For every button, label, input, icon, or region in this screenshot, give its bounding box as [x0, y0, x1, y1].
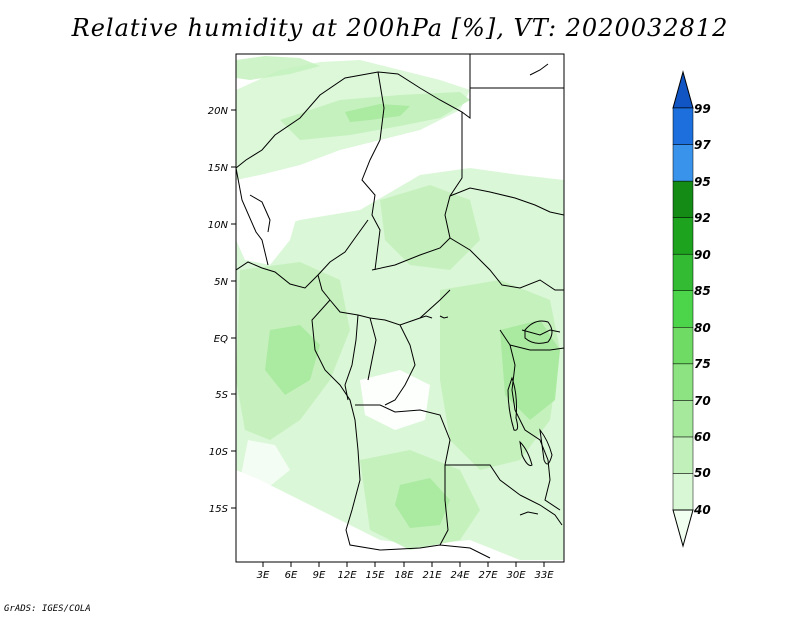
- lon-label-6e: 6E: [285, 570, 298, 581]
- map-frame: [235, 53, 565, 563]
- colorbar-label-99: 99: [694, 102, 711, 116]
- colorbar-label-80: 80: [694, 321, 711, 335]
- colorbar: 99 97 95 92 90 85 80 75 70 60 50 40: [672, 70, 711, 548]
- colorbar-cell: [672, 290, 694, 328]
- map-title: Relative humidity at 200hPa [%], VT: 202…: [71, 14, 729, 42]
- colorbar-label-85: 85: [694, 284, 711, 298]
- colorbar-label-92: 92: [694, 211, 711, 225]
- colorbar-top-arrow: [672, 70, 694, 109]
- lon-label-9e: 9E: [313, 570, 326, 581]
- colorbar-cell: [672, 144, 694, 182]
- grads-credit: GrADS: IGES/COLA: [4, 604, 91, 614]
- colorbar-cell: [672, 253, 694, 291]
- colorbar-cell: [672, 107, 694, 145]
- lat-label-20n: 20N: [208, 106, 229, 117]
- humidity-field: [236, 54, 564, 562]
- lat-label-15n: 15N: [208, 163, 229, 174]
- lon-label-3e: 3E: [257, 570, 270, 581]
- latitude-labels: 20N 15N 10N 5N EQ 5S 10S 15S: [208, 106, 229, 515]
- lon-label-15e: 15E: [365, 570, 385, 581]
- colorbar-cell: [672, 217, 694, 255]
- colorbar-label-97: 97: [694, 138, 711, 152]
- lat-label-10s: 10S: [209, 447, 229, 458]
- lon-label-12e: 12E: [337, 570, 357, 581]
- colorbar-label-40: 40: [693, 503, 711, 517]
- lat-label-eq: EQ: [214, 334, 228, 345]
- longitude-labels: 3E 6E 9E 12E 15E 18E 21E 24E 27E 30E 33E: [257, 570, 555, 581]
- colorbar-label-60: 60: [694, 430, 711, 444]
- lon-label-27e: 27E: [478, 570, 498, 581]
- lon-label-18e: 18E: [394, 570, 414, 581]
- latitude-axis: [231, 109, 236, 509]
- lon-label-30e: 30E: [506, 570, 526, 581]
- lon-label-24e: 24E: [450, 570, 470, 581]
- colorbar-bottom-arrow: [672, 509, 694, 548]
- lon-label-21e: 21E: [422, 570, 442, 581]
- colorbar-cell: [672, 327, 694, 365]
- lake-outlines: [419, 63, 553, 516]
- colorbar-cell: [672, 473, 694, 511]
- colorbar-label-90: 90: [694, 248, 711, 262]
- colorbar-cell: [672, 363, 694, 401]
- lat-label-15s: 15S: [209, 504, 229, 515]
- colorbar-cell: [672, 400, 694, 438]
- colorbar-label-50: 50: [694, 466, 711, 480]
- lat-label-5n: 5N: [214, 277, 228, 288]
- lon-label-33e: 33E: [534, 570, 554, 581]
- lat-label-10n: 10N: [208, 220, 229, 231]
- colorbar-cell: [672, 436, 694, 474]
- lat-label-5s: 5S: [215, 390, 228, 401]
- colorbar-label-95: 95: [694, 175, 711, 189]
- colorbar-label-70: 70: [694, 394, 711, 408]
- country-borders: [236, 54, 564, 559]
- colorbar-cell: [672, 180, 694, 218]
- longitude-axis: [262, 562, 545, 567]
- colorbar-label-75: 75: [694, 357, 711, 371]
